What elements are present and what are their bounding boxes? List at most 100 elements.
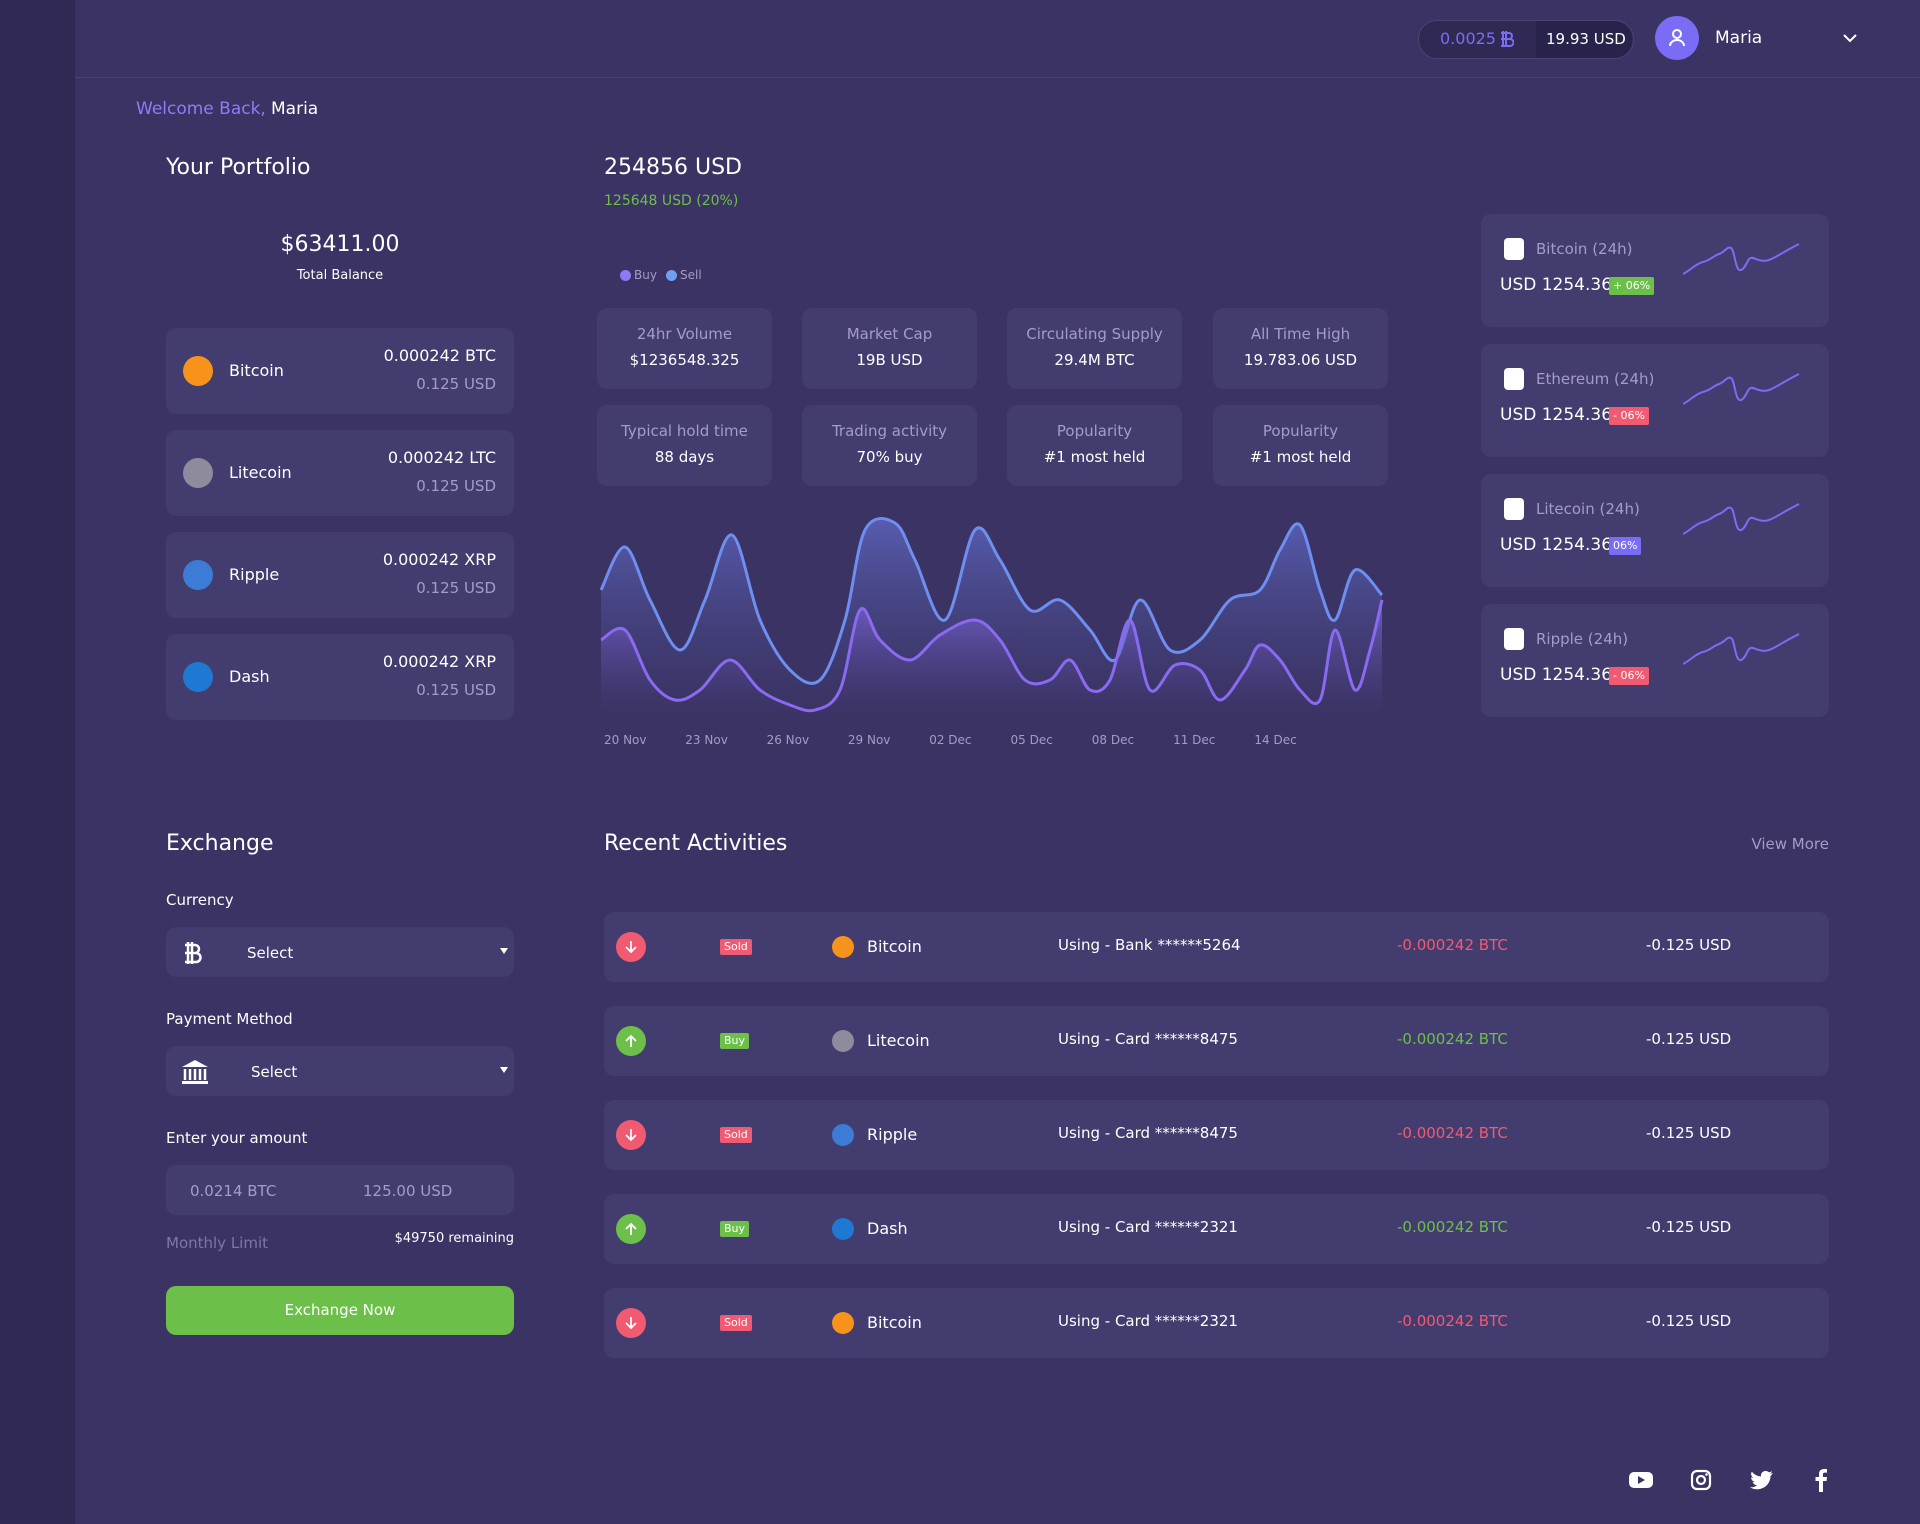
exchange-title: Exchange [166, 831, 274, 856]
activity-row [604, 1288, 1829, 1358]
amount-usd: 125.00 USD [363, 1182, 453, 1200]
coin-card [166, 634, 514, 720]
payment-select[interactable] [166, 1046, 514, 1096]
activity-coin-icon [832, 1312, 854, 1334]
coin-icon [183, 662, 213, 692]
stat-card [1213, 405, 1388, 486]
instagram-icon[interactable] [1690, 1469, 1712, 1491]
bank-icon [182, 1060, 208, 1084]
chart-line [599, 517, 1384, 685]
exchange-button[interactable] [166, 1286, 514, 1335]
currency-select-text: Select [247, 944, 294, 962]
arrow-path [625, 1317, 637, 1330]
stat-label: Trading activity [831, 422, 948, 440]
chart-line [600, 599, 1384, 713]
currency-select[interactable] [166, 927, 514, 977]
stat-value: #1 most held [1043, 448, 1146, 466]
currency-icon [185, 942, 202, 964]
ticker-card [1481, 214, 1829, 327]
facebook-icon[interactable] [1814, 1468, 1828, 1492]
activity-row [604, 1100, 1829, 1170]
arrow-path [625, 941, 637, 954]
sparkline [1683, 243, 1800, 275]
user-dropdown[interactable] [1842, 32, 1858, 44]
activity-coin-icon [832, 1218, 854, 1240]
activity-method: Using - Bank ******5264 [1058, 936, 1241, 954]
coin-usd: 0.125 USD [416, 477, 496, 495]
activity-coin: Dash [867, 1219, 908, 1238]
activity-usd: -0.125 USD [1646, 1312, 1732, 1330]
overview-value: 254856 USD [604, 155, 742, 180]
x-axis-label: 08 Dec [1091, 733, 1135, 747]
chart-area [601, 600, 1382, 715]
arrow-path [625, 1034, 637, 1047]
stat-value: 19.783.06 USD [1243, 351, 1358, 369]
x-axis-label: 29 Nov [847, 733, 891, 747]
coin-card [166, 532, 514, 618]
ticker-price: USD 1254.36 [1500, 405, 1613, 425]
stat-card [1213, 308, 1388, 389]
ticker-icon [1504, 628, 1524, 650]
x-axis-label: 02 Dec [929, 733, 972, 747]
activities-title: Recent Activities [604, 831, 788, 856]
ticker-name: Ethereum (24h) [1536, 370, 1655, 388]
activity-coin-icon [832, 1124, 854, 1146]
stat-value: 88 days [654, 448, 715, 466]
activity-row [604, 1006, 1829, 1076]
topbar-border [75, 77, 1920, 78]
direction-arrow [625, 1129, 637, 1142]
coin-amount: 0.000242 BTC [383, 346, 496, 365]
stat-label: Popularity [1262, 422, 1339, 440]
payment-caret [500, 1067, 508, 1073]
activity-coin: Litecoin [867, 1031, 930, 1050]
coin-icon [183, 356, 213, 386]
stat-label: Market Cap [846, 325, 933, 343]
stat-card [1007, 308, 1182, 389]
legend-sell-dot [666, 270, 677, 281]
user-name: Maria [1715, 28, 1763, 48]
balance-btc: 0.0025 [1440, 29, 1496, 48]
x-axis-label: 14 Dec [1254, 733, 1297, 747]
currency-label: Currency [166, 891, 234, 909]
ticker-price: USD 1254.36 [1500, 535, 1613, 555]
activity-type: Sold [720, 939, 752, 955]
stat-value: #1 most held [1249, 448, 1352, 466]
sparkline-path [1683, 373, 1800, 405]
stat-card [1007, 405, 1182, 486]
stat-card [597, 405, 772, 486]
x-axis-label: 26 Nov [766, 733, 810, 747]
portfolio-total: $63411.00 [280, 232, 400, 257]
activity-btc: -0.000242 BTC [1397, 936, 1508, 954]
payment-label: Payment Method [166, 1010, 293, 1028]
activity-btc: -0.000242 BTC [1397, 1124, 1508, 1142]
sparkline [1683, 633, 1800, 665]
amount-input[interactable] [166, 1165, 514, 1215]
ticker-price: USD 1254.36 [1500, 665, 1613, 685]
legend-sell: Sell [680, 268, 702, 282]
balance-usd-box [1536, 21, 1632, 58]
direction-arrow [625, 1317, 637, 1330]
sparkline [1683, 503, 1800, 535]
ticker-name: Bitcoin (24h) [1536, 240, 1633, 258]
coin-usd: 0.125 USD [416, 375, 496, 393]
stat-value: 70% buy [856, 448, 923, 466]
direction-arrow [625, 1222, 637, 1235]
ticker-icon [1504, 498, 1524, 520]
activity-coin: Bitcoin [867, 1313, 922, 1332]
activity-coin: Bitcoin [867, 937, 922, 956]
youtube-icon[interactable] [1628, 1470, 1654, 1490]
sidebar [0, 0, 75, 1524]
stat-card [802, 405, 977, 486]
stat-label: All Time High [1250, 325, 1351, 343]
coin-name: Litecoin [229, 463, 292, 482]
stat-card [802, 308, 977, 389]
activity-type: Buy [720, 1221, 750, 1237]
twitter-icon[interactable] [1750, 1470, 1774, 1490]
stat-label: Circulating Supply [1026, 325, 1163, 343]
coin-amount: 0.000242 LTC [387, 448, 496, 467]
portfolio-total-label: Total Balance [296, 268, 384, 283]
legend-buy-dot [620, 270, 631, 281]
ticker-card [1481, 604, 1829, 717]
view-more[interactable]: View More [1751, 835, 1829, 853]
activity-btc: -0.000242 BTC [1397, 1218, 1508, 1236]
